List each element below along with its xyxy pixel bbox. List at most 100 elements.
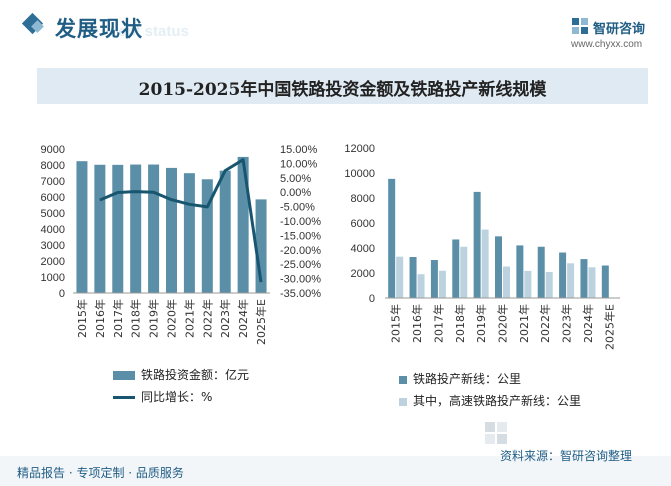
x-tick-label: 2017年: [111, 299, 125, 338]
high-speed-bar: [588, 267, 596, 298]
y-tick-label: 2000: [351, 268, 375, 280]
y-left-tick-label: 5000: [41, 208, 65, 220]
footer-bar: [0, 456, 671, 486]
y-tick-label: 10000: [344, 168, 375, 180]
y-tick-label: 0: [369, 293, 375, 305]
section-header: ent status 发展现状 智研咨询 www.chyxx.com: [0, 0, 671, 50]
y-right-tick-label: -15.00%: [280, 230, 321, 242]
legend-light-swatch: [399, 397, 407, 406]
x-tick-label: 2025年E: [602, 304, 616, 350]
high-speed-bar: [460, 246, 468, 298]
investment-bar: [183, 173, 195, 293]
chart-title: 2015-2025年中国铁路投资金额及铁路投产新线规模: [138, 80, 547, 100]
y-right-tick-label: 10.00%: [280, 158, 318, 170]
x-tick-label: 2021年: [517, 304, 531, 343]
high-speed-bar: [438, 270, 446, 298]
new-line-bar: [452, 239, 460, 298]
x-tick-label: 2016年: [93, 299, 107, 338]
x-tick-label: 2018年: [129, 299, 143, 338]
legend-new-line-label: 铁路投产新线：公里: [413, 372, 522, 386]
x-tick-label: 2022年: [200, 299, 214, 338]
high-speed-bar: [524, 270, 532, 298]
y-left-tick-label: 2000: [41, 256, 65, 268]
x-tick-label: 2020年: [496, 304, 510, 343]
logo-url: www.chyxx.com: [571, 39, 643, 50]
high-speed-bar: [545, 271, 553, 298]
x-tick-label: 2020年: [165, 299, 179, 338]
new-line-bar: [580, 259, 588, 298]
y-left-tick-label: 0: [59, 288, 65, 300]
new-line-bar: [430, 260, 438, 298]
high-speed-bar: [396, 256, 404, 298]
y-left-tick-label: 6000: [41, 192, 65, 204]
x-tick-label: 2017年: [431, 304, 445, 343]
new-line-bar: [537, 246, 545, 298]
y-left-tick-label: 3000: [41, 240, 65, 252]
footer-source: 资料来源：智研咨询整理: [500, 449, 633, 463]
y-tick-label: 12000: [344, 143, 375, 155]
y-left-tick-label: 7000: [41, 176, 65, 188]
legend-growth: 同比增长：%: [113, 388, 212, 405]
x-tick-label: 2016年: [410, 304, 424, 343]
section-subtitle-en: ent status: [118, 23, 189, 40]
x-tick-label: 2024年: [581, 304, 595, 343]
new-line-bar: [409, 256, 417, 298]
new-line-bar: [473, 191, 481, 298]
y-tick-label: 6000: [351, 218, 375, 230]
x-tick-label: 2025年E: [254, 299, 268, 345]
investment-bar: [166, 167, 177, 293]
new-line-bar: [601, 265, 609, 298]
y-right-tick-label: 0.00%: [280, 187, 311, 199]
investment-bar: [255, 199, 267, 293]
investment-bar: [201, 179, 213, 293]
x-tick-label: 2023年: [218, 299, 232, 338]
y-right-tick-label: -35.00%: [280, 288, 321, 300]
legend-new-line: 铁路投产新线：公里: [399, 370, 521, 387]
high-speed-bar: [417, 274, 425, 298]
investment-bar: [94, 164, 106, 293]
investment-bar: [237, 156, 249, 293]
y-left-tick-label: 8000: [41, 160, 65, 172]
y-right-tick-label: -20.00%: [280, 245, 321, 257]
x-tick-label: 2019年: [474, 304, 488, 343]
x-tick-label: 2022年: [538, 304, 552, 343]
y-left-tick-label: 1000: [41, 272, 65, 284]
high-speed-bar: [481, 229, 489, 298]
x-tick-label: 2021年: [182, 299, 196, 338]
growth-line: [99, 158, 263, 283]
legend-investment: 铁路投资金额：亿元: [113, 366, 249, 383]
x-tick-label: 2018年: [453, 304, 467, 343]
x-tick-label: 2015年: [75, 299, 89, 338]
legend-dark-swatch: [399, 375, 407, 384]
legend-investment-label: 铁路投资金额：亿元: [141, 368, 250, 382]
investment-bar: [219, 170, 231, 293]
y-tick-label: 4000: [351, 243, 375, 255]
x-tick-label: 2024年: [236, 299, 250, 338]
new-line-bar: [388, 178, 396, 298]
logo-icon: [572, 18, 588, 34]
legend-growth-label: 同比增长：%: [141, 390, 213, 404]
footer-tagline: 精品报告 · 专项定制 · 品质服务: [17, 466, 184, 480]
y-right-tick-label: 15.00%: [280, 144, 318, 156]
legend-high-speed: 其中，高速铁路投产新线：公里: [399, 392, 581, 409]
investment-bar: [112, 164, 124, 293]
new-line-bar: [559, 252, 567, 298]
y-right-tick-label: -30.00%: [280, 274, 321, 286]
y-left-tick-label: 4000: [41, 224, 65, 236]
high-speed-bar: [567, 263, 575, 298]
legend-high-speed-label: 其中，高速铁路投产新线：公里: [413, 394, 582, 408]
logo-name: 智研咨询: [593, 22, 646, 37]
y-right-tick-label: -5.00%: [280, 202, 315, 214]
x-tick-label: 2019年: [147, 299, 161, 338]
new-line-bar: [495, 236, 502, 298]
investment-bar: [130, 164, 142, 293]
legend-line-swatch: [113, 396, 135, 399]
y-right-tick-label: 5.00%: [280, 173, 311, 185]
legend-bar-swatch: [113, 371, 135, 380]
y-right-tick-label: -10.00%: [280, 216, 321, 228]
high-speed-bar: [503, 266, 510, 298]
new-line-bar: [516, 245, 524, 298]
y-left-tick-label: 9000: [41, 144, 65, 156]
